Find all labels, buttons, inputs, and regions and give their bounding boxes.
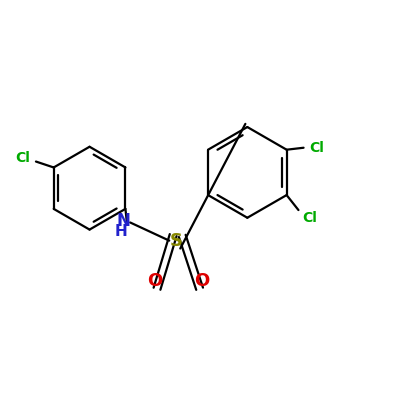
Text: Cl: Cl — [309, 141, 324, 155]
Text: O: O — [194, 272, 210, 290]
Text: H: H — [115, 224, 128, 240]
Text: Cl: Cl — [15, 150, 30, 164]
Text: N: N — [116, 212, 130, 230]
Text: S: S — [170, 232, 183, 250]
Text: O: O — [147, 272, 162, 290]
Text: Cl: Cl — [302, 211, 317, 225]
